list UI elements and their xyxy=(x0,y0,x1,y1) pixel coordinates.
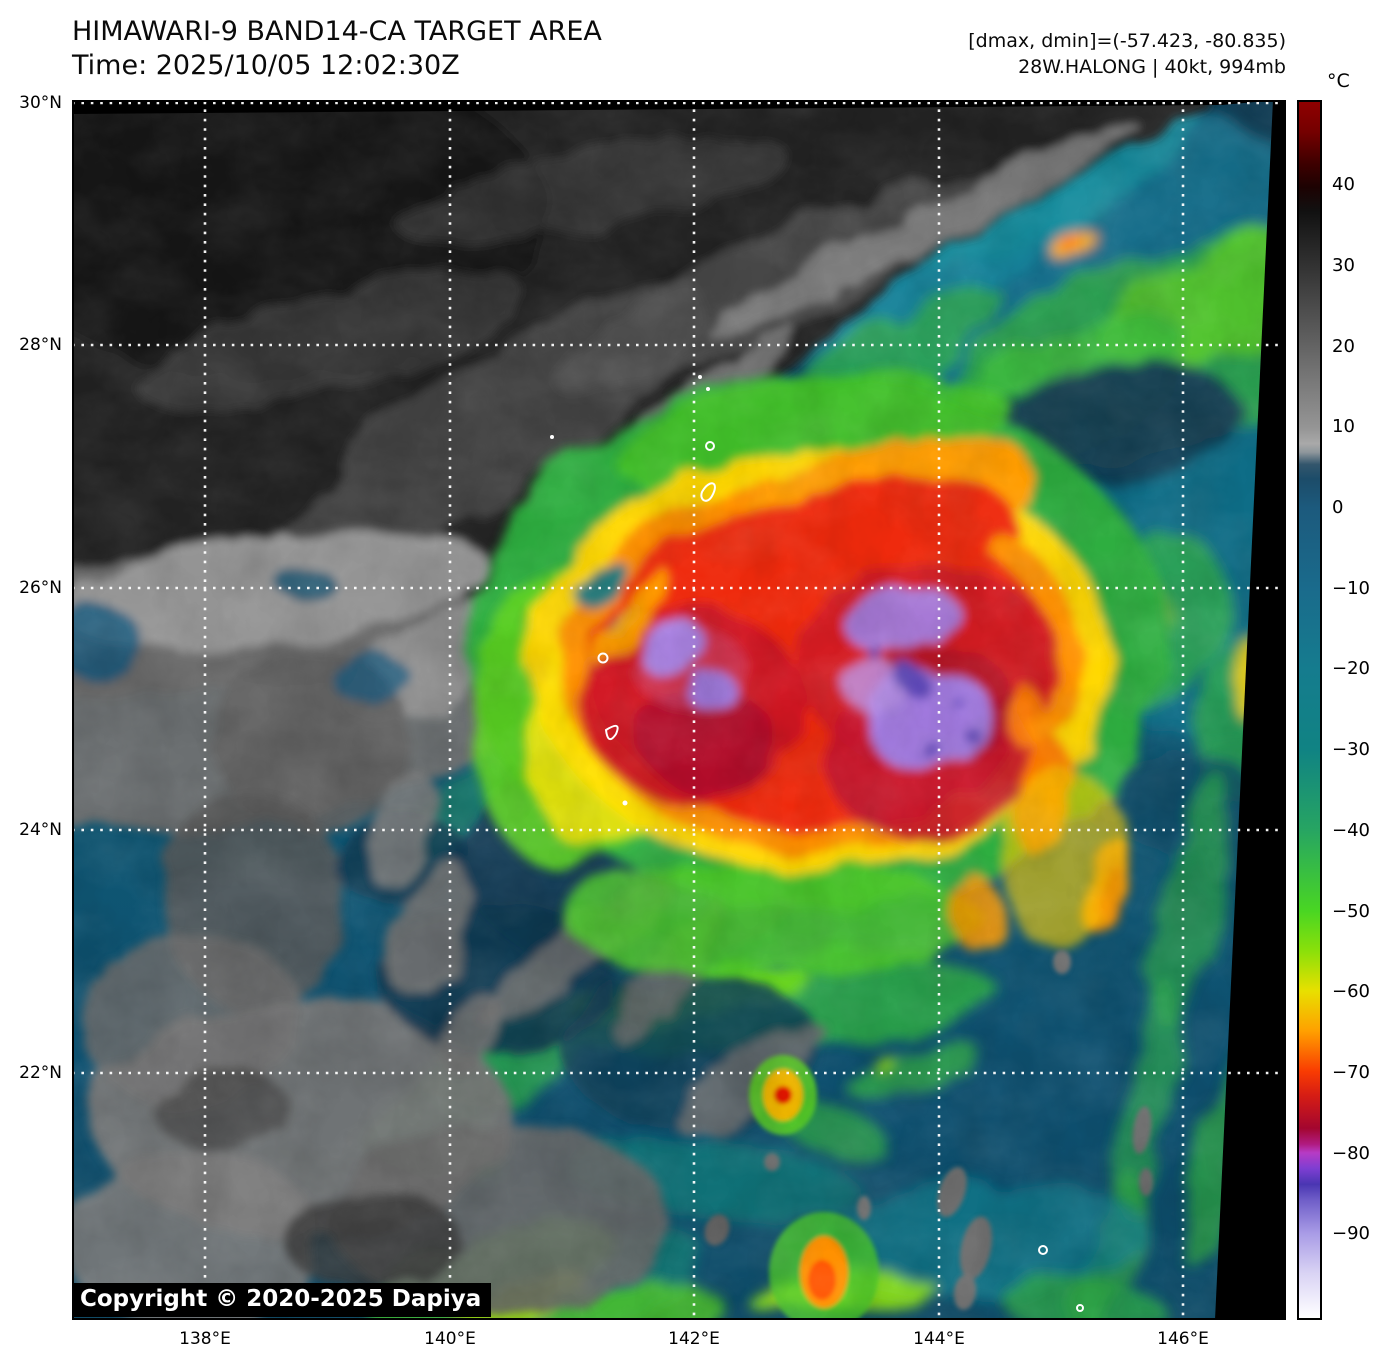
colorbar-unit-label: °C xyxy=(1327,70,1350,92)
colorbar-tick-label: 20 xyxy=(1332,336,1355,357)
colorbar-tick-label: 30 xyxy=(1332,255,1355,276)
colorbar-tick-label: −10 xyxy=(1332,578,1370,599)
dmax-dmin-readout: [dmax, dmin]=(-57.423, -80.835) xyxy=(968,30,1286,52)
copyright-watermark: Copyright © 2020-2025 Dapiya xyxy=(72,1283,492,1317)
colorbar-tick-label: −90 xyxy=(1332,1223,1370,1244)
colorbar-tick-label: −40 xyxy=(1332,820,1370,841)
storm-info-readout: 28W.HALONG | 40kt, 994mb xyxy=(1018,56,1286,78)
plot-frame xyxy=(72,100,1286,1320)
gridlines xyxy=(72,100,1286,1320)
colorbar-tick-label: −80 xyxy=(1332,1143,1370,1164)
figure-title: HIMAWARI-9 BAND14-CA TARGET AREA xyxy=(72,16,602,47)
colorbar-tick-label: 40 xyxy=(1332,174,1355,195)
lat-tick-label: 30°N xyxy=(19,93,62,113)
island-outlines xyxy=(550,375,1084,1312)
colorbar-tick-label: −20 xyxy=(1332,658,1370,679)
colorbar-tick-label: −50 xyxy=(1332,901,1370,922)
lat-tick-label: 28°N xyxy=(19,335,62,355)
satellite-image xyxy=(72,100,1286,1320)
colorbar-tick-label: 10 xyxy=(1332,416,1355,437)
colorbar-tick-label: −30 xyxy=(1332,739,1370,760)
lon-tick-label: 146°E xyxy=(1157,1329,1209,1349)
colorbar-tick-label: −70 xyxy=(1332,1062,1370,1083)
lon-tick-label: 140°E xyxy=(424,1329,476,1349)
lat-tick-label: 26°N xyxy=(19,578,62,598)
lon-tick-label: 144°E xyxy=(913,1329,965,1349)
colorbar-tick-label: 0 xyxy=(1332,497,1344,518)
figure-timestamp: Time: 2025/10/05 12:02:30Z xyxy=(72,50,460,81)
lon-tick-label: 138°E xyxy=(179,1329,231,1349)
lat-tick-label: 24°N xyxy=(19,820,62,840)
lat-tick-label: 22°N xyxy=(19,1063,62,1083)
colorbar-tick-label: −60 xyxy=(1332,981,1370,1002)
colorbar xyxy=(1297,100,1322,1320)
image-grain xyxy=(72,100,1286,1320)
lon-tick-label: 142°E xyxy=(668,1329,720,1349)
